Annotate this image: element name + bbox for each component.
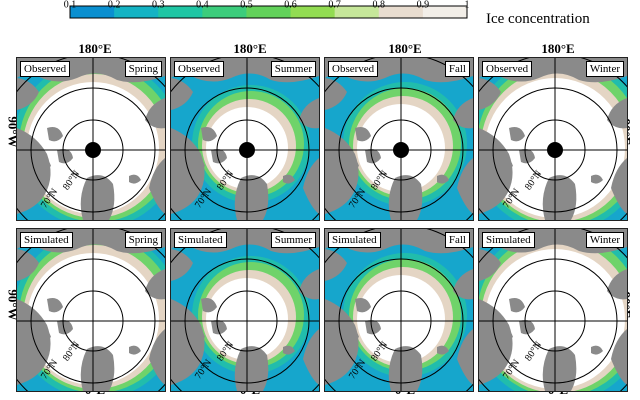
colorbar-segment <box>378 6 424 18</box>
panel-season-label: Summer <box>270 61 316 77</box>
colorbar-segment <box>158 6 203 18</box>
axis-top-label-3: 180°E <box>388 41 422 56</box>
panel-row-label: Simulated <box>20 232 73 248</box>
colorbar-segment <box>114 6 159 18</box>
colorbar-tick-label: 0.1 <box>64 0 77 10</box>
colorbar: 0.1 0.2 0.3 0.4 0.5 0.6 0.7 0.8 0.9 1 Ice concent… <box>0 0 640 40</box>
colorbar-label: Ice concentration <box>486 11 590 27</box>
colorbar-tick-label: 0.2 <box>108 0 121 10</box>
map-panel-observed-spring: 80°N 70°N Observed Spring <box>16 57 166 221</box>
colorbar-tick-label: 1 <box>465 0 470 10</box>
graticule <box>479 58 627 220</box>
colorbar-tick-label: 0.3 <box>152 0 165 10</box>
colorbar-tick-label: 0.9 <box>417 0 430 10</box>
map-panel-simulated-summer: 80°N 70°N Simulated Summer <box>170 228 320 392</box>
map-panel-simulated-fall: 80°N 70°N Simulated Fall <box>324 228 474 392</box>
colorbar-segment <box>202 6 247 18</box>
axis-top-label-1: 180°E <box>78 41 112 56</box>
map-panel-observed-winter: 80°N 70°N Observed Winter <box>478 57 628 221</box>
panel-season-label: Winter <box>585 232 624 248</box>
map-panel-simulated-winter: 80°N 70°N Simulated Winter <box>478 228 628 392</box>
colorbar-tick-label: 0.5 <box>240 0 253 10</box>
polar-map <box>17 229 165 391</box>
panel-season-label: Spring <box>124 61 162 77</box>
graticule <box>17 58 165 220</box>
colorbar-graphic: 0.1 0.2 0.3 0.4 0.5 0.6 0.7 0.8 0.9 1 <box>64 0 470 19</box>
panel-row-label: Observed <box>174 61 225 77</box>
panel-season-label: Summer <box>270 232 316 248</box>
graticule <box>171 229 319 391</box>
colorbar-segment <box>246 6 292 18</box>
graticule <box>171 58 319 220</box>
panel-row-label: Observed <box>328 61 379 77</box>
panel-season-label: Winter <box>585 61 624 77</box>
polar-map <box>171 58 319 220</box>
polar-map <box>325 229 473 391</box>
map-panel-simulated-spring: 80°N 70°N Simulated Spring <box>16 228 166 392</box>
panel-row-label: Observed <box>482 61 533 77</box>
colorbar-segment <box>334 6 380 18</box>
panel-row-label: Simulated <box>174 232 227 248</box>
panel-season-label: Spring <box>124 232 162 248</box>
axis-top-label-4: 180°E <box>541 41 575 56</box>
polar-map <box>479 58 627 220</box>
panel-row-label: Observed <box>20 61 71 77</box>
graticule <box>325 58 473 220</box>
panel-season-label: Fall <box>444 61 470 77</box>
colorbar-segment <box>70 6 115 18</box>
graticule <box>325 229 473 391</box>
graticule <box>479 229 627 391</box>
panel-season-label: Fall <box>444 232 470 248</box>
map-panel-observed-summer: 80°N 70°N Observed Summer <box>170 57 320 221</box>
colorbar-tick-label: 0.6 <box>284 0 297 10</box>
polar-map <box>171 229 319 391</box>
colorbar-tick-label: 0.4 <box>196 0 209 10</box>
colorbar-segment <box>422 6 468 18</box>
colorbar-segment <box>290 6 336 18</box>
map-panel-observed-fall: 80°N 70°N Observed Fall <box>324 57 474 221</box>
colorbar-tick-label: 0.8 <box>373 0 386 10</box>
colorbar-tick-label: 0.7 <box>328 0 341 10</box>
panel-row-label: Simulated <box>482 232 535 248</box>
axis-top-label-2: 180°E <box>233 41 267 56</box>
polar-map <box>325 58 473 220</box>
panel-row-label: Simulated <box>328 232 381 248</box>
polar-map <box>479 229 627 391</box>
polar-map <box>17 58 165 220</box>
graticule <box>17 229 165 391</box>
